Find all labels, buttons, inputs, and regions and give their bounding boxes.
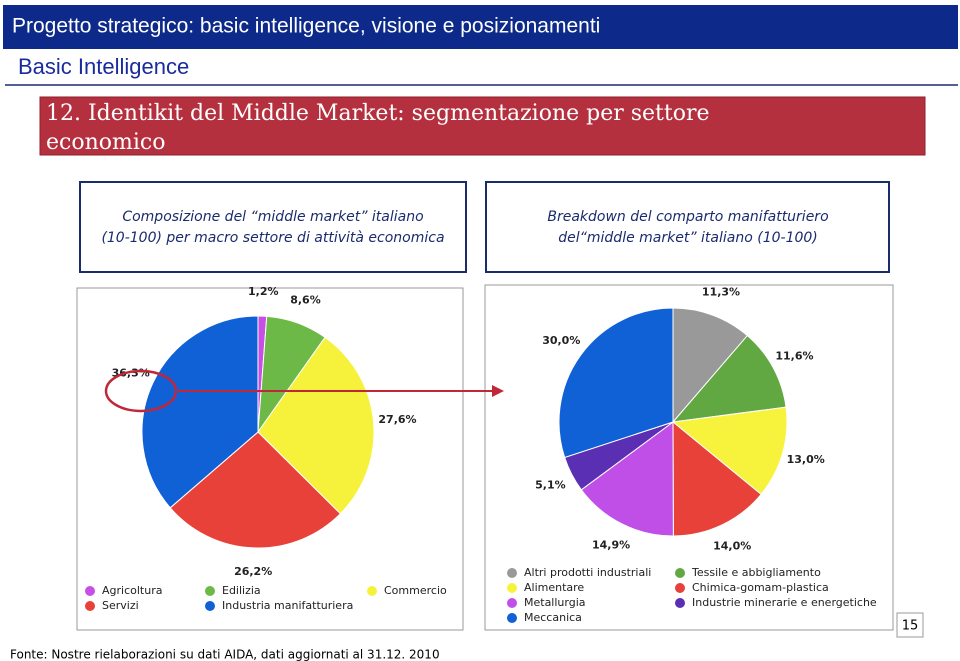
data-label: 36,3% xyxy=(112,367,150,380)
legend-swatch xyxy=(205,586,215,596)
legend-label: Edilizia xyxy=(222,584,261,597)
legend-swatch xyxy=(675,568,685,578)
legend-swatch xyxy=(205,601,215,611)
section-box xyxy=(39,96,926,156)
source: Fonte: Nostre rielaborazioni su dati AID… xyxy=(10,648,440,661)
legend-swatch xyxy=(85,601,95,611)
caption-box xyxy=(79,181,467,273)
data-label: 30,0% xyxy=(542,334,580,347)
pie-slice xyxy=(169,431,342,549)
page-number: 15 xyxy=(902,619,919,634)
caption: (10-100) per macro settore di attività e… xyxy=(101,230,444,246)
pie-slice xyxy=(672,420,762,537)
legend-label: Tessile e abbigliamento xyxy=(691,566,821,579)
legend-label: Alimentare xyxy=(524,581,584,594)
data-label: 5,1% xyxy=(535,478,566,491)
legend-label: Agricoltura xyxy=(102,584,162,597)
legend-swatch xyxy=(507,613,517,623)
pie-slice xyxy=(671,334,787,423)
legend-label: Meccanica xyxy=(524,611,582,624)
slide-title: Progetto strategico: basic intelligence,… xyxy=(12,15,600,38)
caption: Composizione del “middle market” italian… xyxy=(122,209,423,225)
legend-label: Altri prodotti industriali xyxy=(524,566,651,579)
legend-label: Servizi xyxy=(102,599,139,612)
data-label: 26,2% xyxy=(234,565,272,578)
title-bar xyxy=(3,5,958,49)
legend-swatch xyxy=(507,583,517,593)
caption: del“middle market” italiano (10-100) xyxy=(558,230,818,246)
pie-slice xyxy=(257,336,375,515)
data-label: 8,6% xyxy=(290,293,321,306)
legend-label: Commercio xyxy=(384,584,447,597)
data-label: 11,6% xyxy=(775,349,813,362)
highlight xyxy=(104,369,178,413)
caption: Breakdown del comparto manifatturiero xyxy=(547,209,828,225)
arrow-head xyxy=(492,385,504,397)
data-label: 1,2% xyxy=(248,285,279,298)
legend-label: Metallurgia xyxy=(524,596,586,609)
data-label: 13,0% xyxy=(787,453,825,466)
data-label: 11,3% xyxy=(702,286,740,299)
slide-subtitle: Basic Intelligence xyxy=(18,54,189,79)
pie-slice xyxy=(580,421,674,537)
pie-slice xyxy=(558,307,674,459)
legend-swatch xyxy=(507,598,517,608)
legend-label: Chimica-gomam-plastica xyxy=(692,581,829,594)
pie-slice xyxy=(671,406,788,496)
page-box xyxy=(896,612,924,638)
legend-swatch xyxy=(367,586,377,596)
data-label: 14,0% xyxy=(713,540,751,553)
legend-label: Industrie minerarie e energetiche xyxy=(692,596,877,609)
legend-swatch xyxy=(675,583,685,593)
pie-slice xyxy=(141,315,259,509)
section-title: economico xyxy=(46,130,165,155)
legend-label: Industria manifatturiera xyxy=(222,599,353,612)
section-title: 12. Identikit del Middle Market: segment… xyxy=(46,101,710,126)
legend-swatch xyxy=(675,598,685,608)
data-label: 14,9% xyxy=(592,538,630,551)
legend-swatch xyxy=(85,586,95,596)
pie-slice xyxy=(672,307,749,424)
caption-box xyxy=(485,181,890,273)
data-label: 27,6% xyxy=(378,413,416,426)
legend-swatch xyxy=(507,568,517,578)
